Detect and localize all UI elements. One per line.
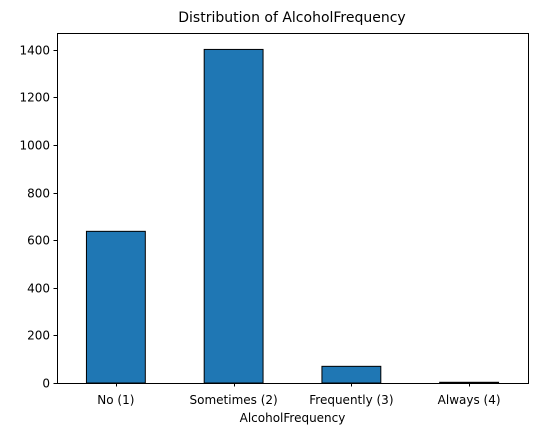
bars [85,48,500,384]
chart-title: Distribution of AlcoholFrequency [178,10,405,26]
y-axis: 0 200 400 600 800 1000 1200 1400 [19,44,57,391]
y-tick-label: 1200 [19,91,50,105]
x-tick-label: Always (4) [438,393,501,407]
bar [85,230,146,384]
bar [321,365,382,384]
x-axis-label: AlcoholFrequency [240,411,346,425]
x-tick-label: Sometimes (2) [190,393,278,407]
plot-frame [57,33,529,384]
x-tick-label: No (1) [97,393,134,407]
y-tick-label: 400 [27,282,50,296]
x-axis: No (1) Sometimes (2) Frequently (3) Always … [97,383,501,407]
bar [439,381,500,384]
x-tick-label: Frequently (3) [309,393,393,407]
y-tick-label: 1000 [19,139,50,153]
y-tick-label: 0 [42,377,50,391]
y-tick-label: 1400 [19,44,50,58]
y-tick-label: 600 [27,234,50,248]
y-tick-label: 200 [27,329,50,343]
y-tick-label: 800 [27,187,50,201]
bar [203,48,264,384]
